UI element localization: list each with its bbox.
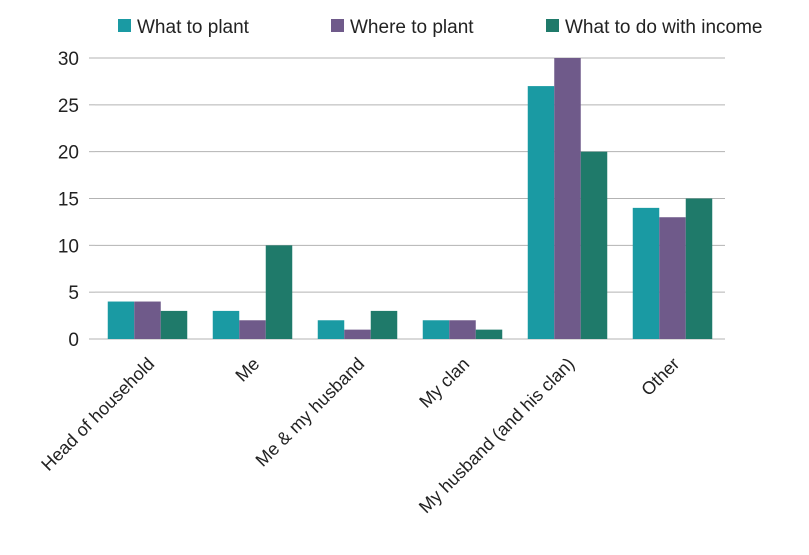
category-label: Head of household	[37, 354, 158, 475]
bar	[527, 86, 555, 339]
bar	[160, 310, 188, 339]
bar	[107, 301, 135, 339]
gridlines	[95, 57, 725, 340]
bar	[554, 58, 581, 339]
legend-swatch	[331, 19, 344, 32]
legend-label: What to plant	[137, 17, 250, 38]
bar	[580, 151, 608, 339]
legend-label: What to do with income	[565, 17, 762, 38]
bar	[212, 310, 240, 339]
y-tick-label: 30	[58, 49, 79, 70]
bar	[422, 320, 450, 339]
legend-swatch	[546, 19, 559, 32]
y-tick-label: 25	[58, 96, 79, 117]
bar	[370, 310, 398, 339]
y-tick-label: 20	[58, 143, 79, 164]
legend-label: Where to plant	[350, 17, 474, 38]
y-tick-label: 15	[58, 190, 79, 211]
y-axis-ticks: 0 5 10 15 20 25 30	[58, 49, 95, 351]
bar	[685, 198, 713, 339]
legend: What to plant Where to plant What to do wi…	[118, 17, 762, 38]
y-tick-label: 10	[58, 236, 79, 257]
bar	[317, 320, 345, 339]
bar	[134, 301, 161, 339]
category-label: Me	[231, 354, 263, 386]
bar	[344, 329, 371, 339]
bars	[107, 58, 713, 339]
y-tick-label: 5	[68, 283, 79, 304]
legend-swatch	[118, 19, 131, 32]
bar	[475, 329, 503, 339]
bar	[239, 320, 266, 339]
bar	[265, 245, 293, 339]
category-label: Other	[637, 354, 683, 400]
category-label: Me & my husband	[252, 354, 369, 471]
y-tick-label: 0	[68, 330, 79, 351]
bar	[449, 320, 476, 339]
bar	[659, 217, 686, 339]
category-label: My clan	[415, 354, 473, 412]
bar	[632, 207, 660, 339]
